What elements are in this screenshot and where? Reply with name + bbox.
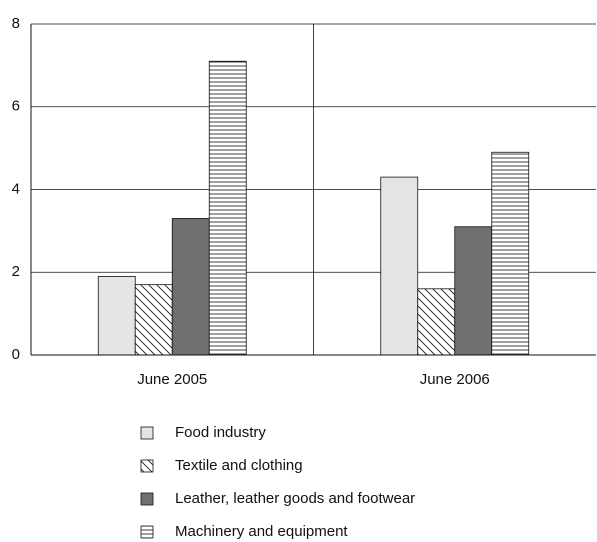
- legend-label: Food industry: [175, 424, 266, 441]
- legend-label: Machinery and equipment: [175, 523, 348, 540]
- bar: [134, 284, 173, 356]
- legend-swatch: [140, 459, 154, 473]
- bar: [380, 176, 419, 356]
- bar: [491, 151, 530, 356]
- bar: [171, 218, 210, 356]
- bar: [454, 226, 493, 356]
- y-tick-label: 4: [12, 180, 20, 197]
- y-tick-label: 8: [12, 15, 20, 32]
- x-tick-label: June 2006: [420, 371, 490, 388]
- bar: [208, 60, 247, 356]
- y-tick-label: 0: [12, 346, 20, 363]
- legend-swatch: [140, 492, 154, 506]
- bar: [97, 275, 136, 356]
- legend-label: Textile and clothing: [175, 457, 303, 474]
- y-tick-label: 2: [12, 263, 20, 280]
- legend-swatch: [140, 525, 154, 539]
- y-tick-label: 6: [12, 98, 20, 115]
- x-tick-label: June 2005: [137, 371, 207, 388]
- legend-label: Leather, leather goods and footwear: [175, 490, 415, 507]
- legend-swatch: [140, 426, 154, 440]
- bar: [417, 288, 456, 356]
